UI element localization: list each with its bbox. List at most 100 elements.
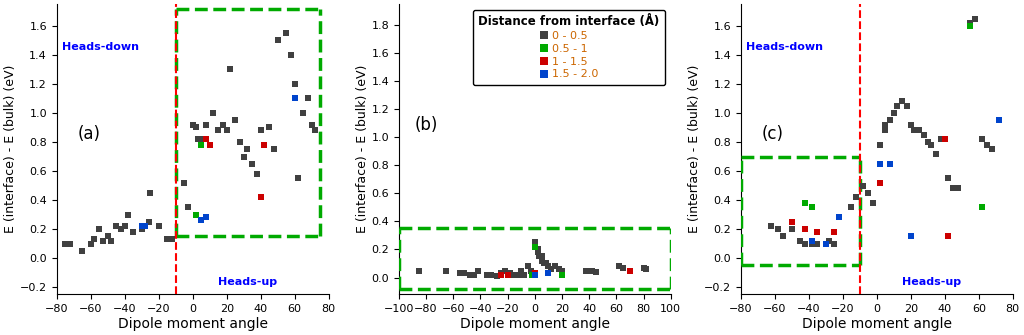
Point (798, 241, 814, 246)
Point (215, 122, 231, 127)
Point (133, 226, 150, 232)
Point (526, 244, 543, 249)
Point (804, 205, 820, 210)
Point (775, 233, 792, 239)
Point (821, 238, 838, 243)
Point (202, 142, 218, 148)
Point (266, 147, 283, 152)
Point (530, 254, 547, 259)
Point (456, 271, 472, 276)
Point (963, 23, 979, 28)
Point (218, 128, 234, 133)
Point (199, 136, 215, 142)
Point (411, 268, 427, 273)
Point (284, 52, 300, 58)
Point (584, 268, 600, 273)
Point (534, 254, 550, 259)
Point (236, 154, 252, 159)
Point (920, 139, 936, 145)
Point (520, 264, 537, 269)
Point (62, 241, 79, 246)
Point (855, 183, 871, 188)
Point (865, 200, 882, 206)
Point (164, 237, 180, 242)
Point (928, 151, 944, 156)
Point (249, 171, 265, 177)
Point (488, 273, 505, 279)
Text: Heads-down: Heads-down (61, 42, 139, 52)
Point (968, 16, 984, 21)
Point (798, 226, 814, 232)
Point (831, 215, 848, 220)
Point (940, 176, 956, 181)
Point (210, 128, 226, 133)
Point (538, 261, 554, 266)
Point (804, 238, 820, 243)
Point (524, 272, 541, 277)
Text: (b): (b) (415, 116, 438, 134)
Point (189, 136, 206, 142)
Text: Heads-up: Heads-up (902, 277, 962, 287)
Point (945, 186, 962, 191)
Point (307, 128, 324, 133)
Point (479, 272, 496, 277)
Point (151, 223, 167, 229)
Point (826, 229, 843, 234)
Y-axis label: E (interface) - E (bulk) (eV): E (interface) - E (bulk) (eV) (4, 65, 17, 233)
Point (239, 147, 255, 152)
Point (114, 226, 130, 232)
Point (179, 205, 196, 210)
Y-axis label: E (interface) - E (bulk) (eV): E (interface) - E (bulk) (eV) (355, 65, 369, 233)
Point (798, 200, 814, 206)
Point (510, 272, 526, 277)
Point (974, 136, 990, 142)
Point (287, 81, 303, 87)
Point (894, 99, 910, 104)
Point (804, 241, 820, 246)
Point (937, 136, 953, 142)
Point (991, 118, 1008, 123)
X-axis label: Dipole moment angle: Dipole moment angle (802, 317, 951, 331)
Point (635, 265, 651, 270)
Point (551, 266, 567, 272)
Point (205, 110, 221, 116)
Point (579, 268, 595, 273)
Point (469, 268, 485, 273)
Point (244, 161, 260, 166)
Point (142, 190, 159, 195)
Point (462, 272, 478, 277)
Point (199, 122, 215, 127)
Point (117, 223, 133, 229)
Point (452, 271, 468, 276)
Point (541, 271, 557, 276)
Point (883, 118, 899, 123)
Point (253, 194, 269, 200)
Point (541, 271, 557, 276)
Point (883, 161, 899, 166)
Point (770, 226, 786, 232)
Point (860, 190, 877, 195)
Point (902, 122, 919, 127)
Point (140, 219, 157, 224)
Point (817, 241, 834, 246)
Point (125, 229, 141, 234)
Point (529, 247, 546, 252)
Point (543, 266, 559, 272)
Point (493, 271, 509, 276)
Point (529, 250, 546, 255)
Point (188, 125, 205, 130)
Point (541, 264, 557, 269)
Point (611, 264, 628, 269)
Y-axis label: E (interface) - E (bulk) (eV): E (interface) - E (bulk) (eV) (688, 65, 701, 233)
Point (984, 147, 1000, 152)
Point (287, 96, 303, 101)
Point (516, 272, 532, 277)
Point (202, 142, 218, 148)
Point (872, 180, 889, 185)
Point (933, 136, 949, 142)
Point (83, 241, 99, 246)
Point (872, 161, 889, 166)
Point (878, 122, 894, 127)
Point (906, 128, 923, 133)
Point (911, 128, 928, 133)
